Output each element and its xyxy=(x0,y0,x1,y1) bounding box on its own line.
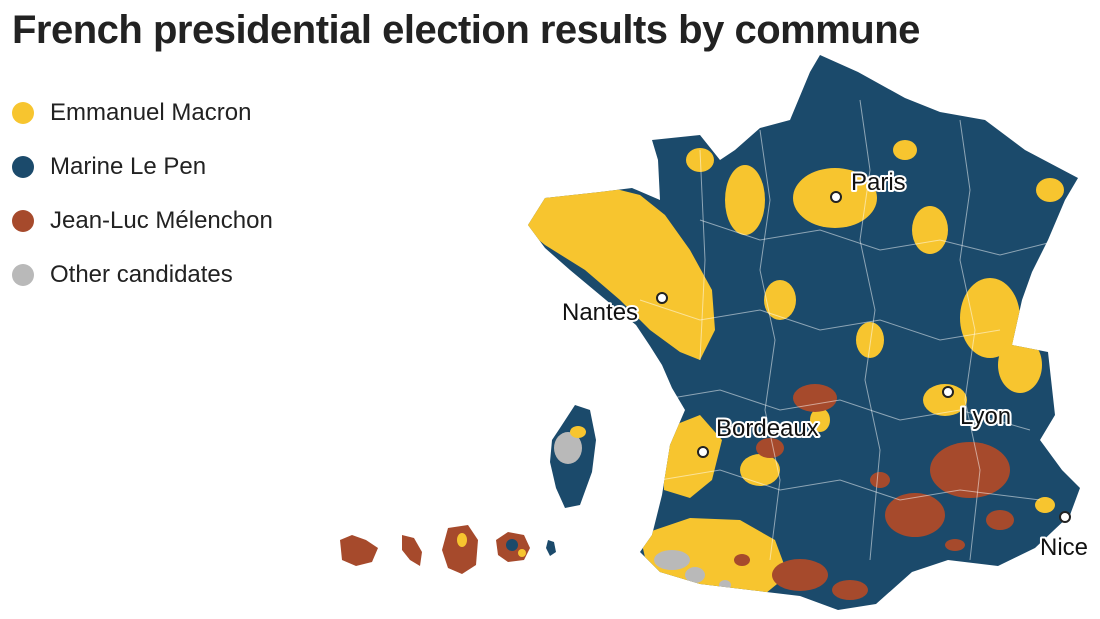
legend-item-macron: Emmanuel Macron xyxy=(12,86,273,140)
bordeaux-marker xyxy=(697,446,709,458)
legend-swatch-le-pen xyxy=(12,156,34,178)
guyane-base xyxy=(442,525,478,574)
bordeaux-label: Bordeaux xyxy=(716,415,819,442)
legend-swatch-macron xyxy=(12,102,34,124)
department-borders xyxy=(639,99,1061,561)
guadeloupe-base xyxy=(340,535,378,566)
legend-label-other: Other candidates xyxy=(50,261,233,288)
lyon-marker xyxy=(942,386,954,398)
corsica-other-candidates xyxy=(554,432,582,464)
legend-label-macron: Emmanuel Macron xyxy=(50,99,252,126)
other-candidates-regions xyxy=(654,550,731,590)
melenchon-regions xyxy=(734,384,1014,600)
legend-label-melenchon: Jean-Luc Mélenchon xyxy=(50,207,273,234)
paris-label: Paris xyxy=(851,169,906,196)
paris-marker xyxy=(830,191,842,203)
mainland-france xyxy=(528,55,1080,610)
guadeloupe xyxy=(340,535,378,566)
city-labels: Paris Nantes Bordeaux Lyon Nice xyxy=(560,167,1090,563)
martinique xyxy=(402,535,422,566)
nantes-label: Nantes xyxy=(562,299,638,326)
legend: Emmanuel Macron Marine Le Pen Jean-Luc M… xyxy=(12,86,273,302)
martinique-base xyxy=(402,535,422,566)
nantes-marker xyxy=(656,292,668,304)
legend-swatch-other xyxy=(12,264,34,286)
nice-marker xyxy=(1059,511,1071,523)
city-markers xyxy=(656,191,1071,523)
legend-swatch-melenchon xyxy=(12,210,34,232)
guyane xyxy=(442,525,478,574)
legend-item-le-pen: Marine Le Pen xyxy=(12,140,273,194)
legend-label-le-pen: Marine Le Pen xyxy=(50,153,207,180)
reunion xyxy=(496,532,530,562)
mayotte-base xyxy=(546,540,556,556)
nice-label: Nice xyxy=(1040,534,1088,561)
legend-item-other: Other candidates xyxy=(12,248,273,302)
corsica xyxy=(550,405,596,508)
reunion-macron xyxy=(518,549,526,557)
lyon-label: Lyon xyxy=(960,403,1011,430)
guyane-macron xyxy=(457,533,467,547)
corsica-macron xyxy=(570,426,586,438)
reunion-le-pen xyxy=(506,539,518,551)
map-title: French presidential election results by … xyxy=(12,8,920,52)
mayotte xyxy=(546,540,556,556)
legend-item-melenchon: Jean-Luc Mélenchon xyxy=(12,194,273,248)
